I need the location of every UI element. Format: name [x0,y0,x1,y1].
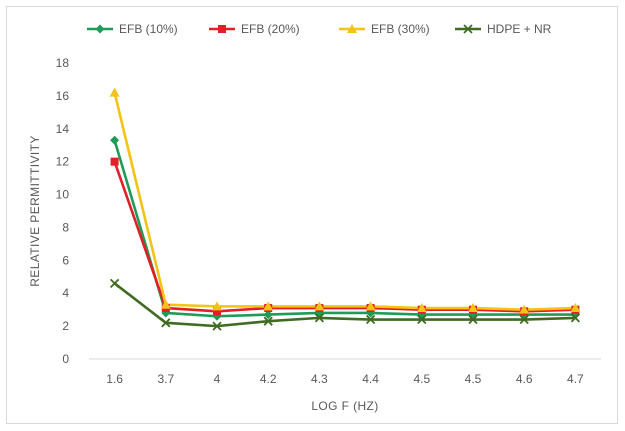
x-tick-label: 3.7 [157,372,174,386]
data-point [110,135,120,145]
data-point [519,304,530,314]
series-line [113,282,576,328]
legend: EFB (10%) EFB (20%) EFB (30%) HDPE + NR [87,22,552,36]
data-point [365,301,376,311]
series-line [113,161,576,313]
y-axis: 0 2 4 6 8 10 12 14 16 18 [56,56,70,366]
chart-frame: EFB (10%) EFB (20%) EFB (30%) HDPE + NR 0 2 4… [6,6,618,424]
y-tick-label: 2 [62,319,69,333]
legend-item: HDPE + NR [455,22,552,36]
y-tick-label: 8 [62,220,69,234]
y-tick-label: 10 [56,188,70,202]
legend-item: EFB (20%) [209,22,300,36]
data-point [417,314,427,325]
y-tick-label: 6 [62,253,69,267]
x-axis-title: LOG F (HZ) [311,399,378,413]
data-point [570,313,581,323]
legend-marker [463,24,473,34]
x-tick-label: 4.5 [465,372,482,386]
line-chart: EFB (10%) EFB (20%) EFB (30%) HDPE + NR 0 2 4… [28,22,601,413]
y-tick-label: 18 [56,56,70,70]
series-line [113,139,576,318]
x-tick-label: 4 [214,372,221,386]
data-point [365,314,376,325]
data-point [212,321,222,331]
x-tick-label: 4.5 [413,372,430,386]
data-point [314,301,325,311]
legend-item: EFB (10%) [87,22,178,36]
legend-marker [95,24,105,34]
data-point [468,303,478,313]
data-point [160,299,171,309]
legend-label: EFB (10%) [119,22,178,36]
x-tick-label: 1.6 [106,372,123,386]
y-tick-label: 14 [56,122,70,136]
y-axis-title: RELATIVE PERMITTIVITY [28,135,42,287]
data-point [212,301,222,311]
data-point [109,87,120,97]
data-point [263,301,274,311]
series-line [113,92,576,311]
y-tick-label: 0 [62,352,69,366]
legend-label: EFB (20%) [241,22,300,36]
data-point [263,310,273,320]
data-point [519,314,529,325]
series-markers [109,87,581,331]
legend-label: EFB (30%) [371,22,430,36]
data-point [110,157,119,166]
data-point [161,318,171,328]
y-tick-label: 4 [62,286,69,300]
x-tick-label: 4.7 [567,372,584,386]
data-point [213,307,221,316]
data-point [314,313,325,323]
y-tick-label: 16 [56,89,70,103]
data-point [263,316,273,326]
legend-item: EFB (30%) [339,22,430,36]
x-axis: 1.6 3.7 4 4.2 4.3 4.4 4.5 4.5 4.6 4.7 [106,372,584,386]
x-tick-label: 4.2 [260,372,277,386]
data-point [570,303,581,313]
x-tick-label: 4.6 [516,372,533,386]
data-point [468,314,478,325]
series-lines [113,92,576,328]
x-tick-label: 4.4 [362,372,379,386]
legend-label: HDPE + NR [487,22,552,36]
legend-marker [218,25,226,33]
legend-marker [347,24,357,33]
data-point [109,278,120,288]
y-tick-label: 12 [56,155,70,169]
data-point [416,303,427,313]
x-tick-label: 4.3 [311,372,328,386]
